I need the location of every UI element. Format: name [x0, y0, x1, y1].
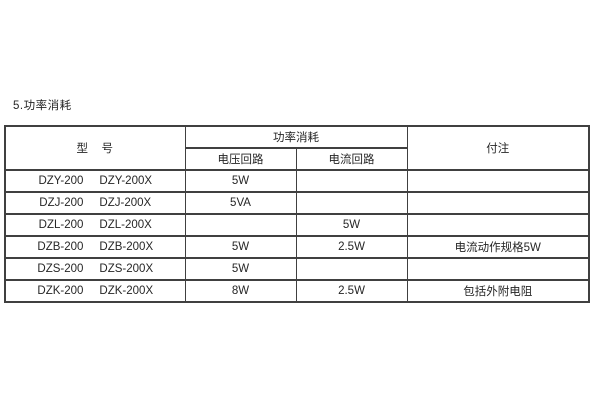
model-name: DZS-200: [37, 263, 84, 275]
header-row-2: 电压回路 电流回路: [5, 147, 589, 171]
model-pair: DZL-200 DZL-200X: [6, 219, 184, 231]
power-consumption-table: 型 号 功率消耗 付注 电压回路 电流回路 DZY-200 DZY-200X 5…: [4, 125, 590, 303]
table-row: DZB-200 DZB-200X 5W 2.5W 电流动作规格5W: [4, 235, 590, 259]
voltage-circuit-cell: 5VA: [184, 191, 297, 215]
note-cell: 包括外附电阻: [406, 279, 590, 303]
header-voltage-circuit: 电压回路: [184, 147, 297, 171]
current-circuit-cell: 2.5W: [295, 235, 408, 259]
model-name-x: DZL-200X: [99, 219, 152, 231]
header-power-consumption: 功率消耗: [184, 125, 408, 149]
model-name-x: DZJ-200X: [99, 197, 152, 209]
model-name: DZJ-200: [39, 197, 84, 209]
note-cell: [406, 213, 590, 237]
voltage-circuit-cell: 5W: [184, 257, 297, 281]
model-pair: DZK-200 DZK-200X: [6, 285, 184, 297]
model-cell: DZL-200 DZL-200X: [4, 213, 186, 237]
table-row: DZS-200 DZS-200X 5W: [4, 257, 590, 281]
model-pair: DZB-200 DZB-200X: [6, 241, 184, 253]
model-pair: DZS-200 DZS-200X: [6, 263, 184, 275]
note-cell: [406, 191, 590, 215]
current-circuit-cell: [295, 257, 408, 281]
note-cell: [406, 169, 590, 193]
table-row: DZY-200 DZY-200X 5W: [4, 169, 590, 193]
model-name-x: DZK-200X: [99, 285, 154, 297]
voltage-circuit-cell: 8W: [184, 279, 297, 303]
header-model: 型 号: [4, 125, 186, 171]
model-cell: DZS-200 DZS-200X: [4, 257, 186, 281]
voltage-circuit-cell: 5W: [184, 169, 297, 193]
table-row: DZL-200 DZL-200X 5W: [4, 213, 590, 237]
model-name: DZB-200: [37, 241, 84, 253]
voltage-circuit-cell: [184, 213, 297, 237]
model-name: DZK-200: [37, 285, 84, 297]
model-name: DZY-200: [38, 175, 84, 187]
note-cell: 电流动作规格5W: [406, 235, 590, 259]
current-circuit-cell: 2.5W: [295, 279, 408, 303]
current-circuit-cell: 5W: [295, 213, 408, 237]
current-circuit-cell: [295, 191, 408, 215]
header-notes: 付注: [406, 125, 590, 171]
model-name: DZL-200: [38, 219, 84, 231]
model-name-x: DZS-200X: [99, 263, 154, 275]
model-cell: DZY-200 DZY-200X: [4, 169, 186, 193]
model-pair: DZJ-200 DZJ-200X: [6, 197, 184, 209]
voltage-circuit-cell: 5W: [184, 235, 297, 259]
model-cell: DZJ-200 DZJ-200X: [4, 191, 186, 215]
header-current-circuit: 电流回路: [295, 147, 408, 171]
model-pair: DZY-200 DZY-200X: [6, 175, 184, 187]
table-row: DZJ-200 DZJ-200X 5VA: [4, 191, 590, 215]
current-circuit-cell: [295, 169, 408, 193]
model-cell: DZK-200 DZK-200X: [4, 279, 186, 303]
model-name-x: DZY-200X: [99, 175, 153, 187]
note-cell: [406, 257, 590, 281]
header-row-1: 型 号 功率消耗 付注: [4, 125, 590, 171]
section-title: 5.功率消耗: [13, 100, 72, 112]
model-cell: DZB-200 DZB-200X: [4, 235, 186, 259]
model-name-x: DZB-200X: [99, 241, 154, 253]
table-row: DZK-200 DZK-200X 8W 2.5W 包括外附电阻: [4, 279, 590, 303]
